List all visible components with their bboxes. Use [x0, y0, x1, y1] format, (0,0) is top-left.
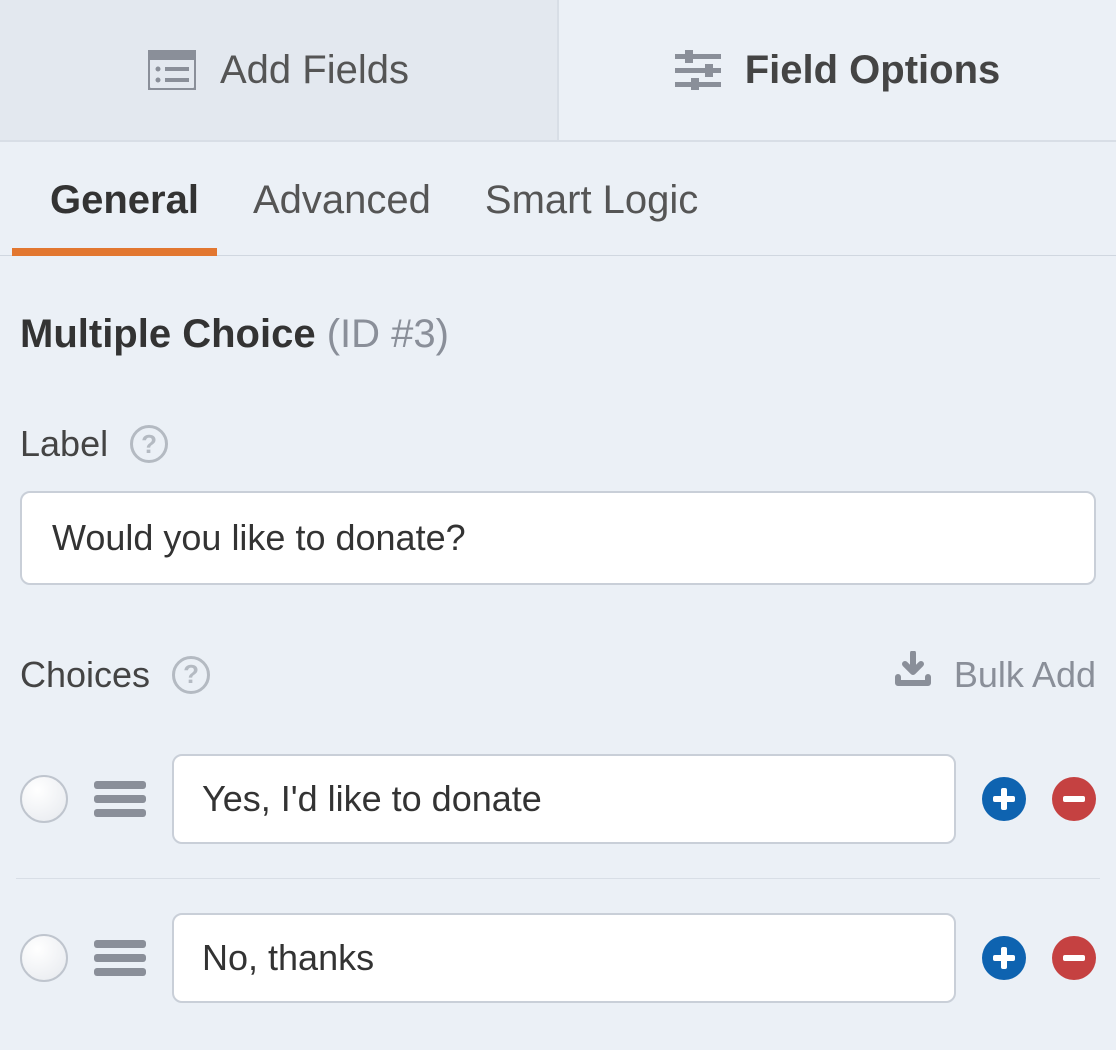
choices-header: Choices ? Bulk Add [20, 651, 1096, 698]
field-id-tag: (ID #3) [327, 312, 449, 356]
remove-choice-button[interactable] [1052, 777, 1096, 821]
list-icon [148, 50, 196, 90]
choice-input[interactable] [172, 754, 956, 844]
choice-input[interactable] [172, 913, 956, 1003]
help-icon[interactable]: ? [130, 425, 168, 463]
label-section-header: Label ? [20, 423, 1096, 465]
choices-title: Choices [20, 654, 150, 696]
subtab-smart-logic[interactable]: Smart Logic [485, 178, 698, 255]
add-choice-button[interactable] [982, 777, 1026, 821]
sliders-icon [675, 50, 721, 90]
field-options-panel: Multiple Choice (ID #3) Label ? Choices … [0, 256, 1116, 1029]
field-type-label: Multiple Choice [20, 312, 316, 356]
choice-divider [16, 878, 1100, 879]
drag-handle-icon[interactable] [94, 936, 146, 980]
top-tabs: Add Fields Field Options [0, 0, 1116, 142]
tab-add-fields-label: Add Fields [220, 48, 409, 93]
choice-row [20, 728, 1096, 870]
field-title: Multiple Choice (ID #3) [20, 312, 1096, 357]
drag-handle-icon[interactable] [94, 777, 146, 821]
subtab-general[interactable]: General [50, 178, 199, 255]
choice-default-radio[interactable] [20, 934, 68, 982]
choices-section-header: Choices ? [20, 654, 210, 696]
subtab-advanced[interactable]: Advanced [253, 178, 431, 255]
label-input[interactable] [20, 491, 1096, 585]
bulk-add-label: Bulk Add [954, 654, 1096, 696]
label-title: Label [20, 423, 108, 465]
add-choice-button[interactable] [982, 936, 1026, 980]
help-icon[interactable]: ? [172, 656, 210, 694]
sub-tabs: General Advanced Smart Logic [0, 142, 1116, 256]
tab-add-fields[interactable]: Add Fields [0, 0, 559, 140]
tab-field-options-label: Field Options [745, 48, 1001, 93]
remove-choice-button[interactable] [1052, 936, 1096, 980]
bulk-add-button[interactable]: Bulk Add [894, 651, 1096, 698]
tab-field-options[interactable]: Field Options [559, 0, 1116, 140]
choice-row [20, 887, 1096, 1029]
download-icon [894, 651, 932, 698]
choice-default-radio[interactable] [20, 775, 68, 823]
